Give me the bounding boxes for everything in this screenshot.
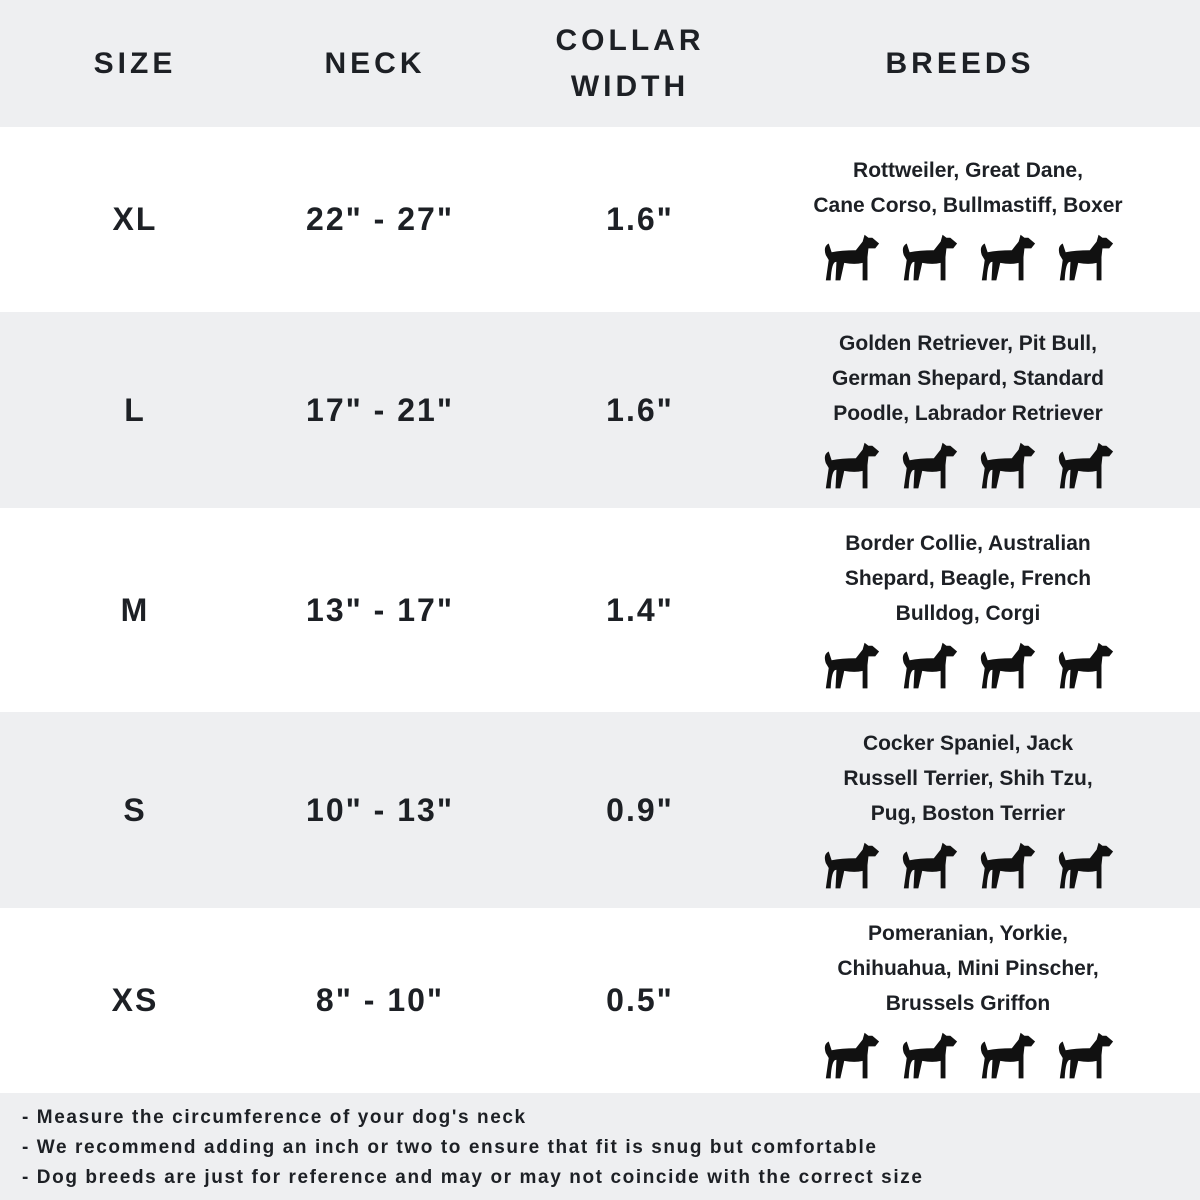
neck-value: 13" - 17" [306, 591, 454, 628]
size-value: S [123, 791, 147, 828]
neck-value: 17" - 21" [306, 391, 454, 428]
doberman-icon [976, 231, 1038, 287]
size-value: XS [111, 982, 159, 1018]
breeds-line: Cocker Spaniel, Jack [862, 731, 1074, 755]
size-value: L [124, 391, 146, 428]
poodle-icon [976, 439, 1038, 495]
breeds-line: Brussels Griffon [885, 992, 1051, 1015]
notes-section: - Measure the circumference of your dog'… [0, 1093, 1200, 1200]
breeds-cell: Cocker Spaniel, Jack Russell Terrier, Shi… [768, 726, 1168, 895]
rottweiler-icon [820, 231, 882, 287]
collar-header-line: WIDTH [570, 69, 690, 103]
pug-icon [1054, 839, 1116, 895]
breed-icons [768, 639, 1168, 695]
breeds-line: Bulldog, Corgi [895, 601, 1041, 625]
breeds-line: Border Collie, Australian [845, 531, 1091, 555]
jack-russell-icon [898, 839, 960, 895]
neck-value: 8" - 10" [315, 982, 445, 1018]
note: - We recommend adding an inch or two to … [22, 1137, 878, 1158]
breeds-line: Chihuahua, Mini Pinscher, [837, 957, 1099, 980]
beagle-icon [898, 639, 960, 695]
neck-value: 22" - 27" [306, 201, 454, 237]
breeds-line: Pomeranian, Yorkie, [868, 922, 1068, 945]
collar-width-value: 1.4" [606, 591, 674, 628]
golden-retriever-icon [820, 439, 882, 495]
labrador-icon [898, 439, 960, 495]
breeds-line: Poodle, Labrador Retriever [833, 401, 1103, 425]
german-shepherd-icon [1054, 439, 1116, 495]
corgi-icon [1054, 639, 1116, 695]
cocker-spaniel-icon [820, 839, 882, 895]
collar-width-value: 0.5" [606, 982, 674, 1018]
size-header: SIZE [93, 46, 177, 80]
collar-width-value: 1.6" [606, 201, 674, 237]
breed-icons [768, 231, 1168, 287]
breeds-cell: Pomeranian, Yorkie, Chihuahua, Mini Pinsc… [768, 916, 1168, 1085]
breeds-cell: Golden Retriever, Pit Bull, German Shepar… [768, 326, 1168, 495]
yorkie-icon [898, 1029, 960, 1085]
breeds-cell: Rottweiler, Great Dane, Cane Corso, Bullm… [768, 153, 1168, 287]
border-collie-icon [820, 639, 882, 695]
collar-header-line: COLLAR [555, 23, 705, 57]
mini-pinscher-icon [1054, 1029, 1116, 1085]
breeds-line: Rottweiler, Great Dane, [853, 158, 1083, 182]
header-row: SIZE NECK COLLAR WIDTH BREEDS [0, 0, 1200, 127]
breeds-header: BREEDS [885, 46, 1035, 80]
breed-icons [768, 1029, 1168, 1085]
size-row-xs: XS 8" - 10" 0.5" Pomeranian, Yorkie, Chih… [0, 908, 1200, 1093]
collar-width-header: COLLAR WIDTH [520, 18, 740, 110]
french-bulldog-icon [976, 639, 1038, 695]
pomeranian-icon [820, 1029, 882, 1085]
breed-icons [768, 439, 1168, 495]
breeds-line: Pug, Boston Terrier [870, 801, 1066, 825]
size-row-xl: XL 22" - 27" 1.6" Rottweiler, Great Dane… [0, 127, 1200, 312]
chihuahua-icon [976, 1029, 1038, 1085]
size-value: XL [112, 201, 158, 237]
breeds-line: Golden Retriever, Pit Bull, [839, 331, 1097, 355]
size-row-m: M 13" - 17" 1.4" Border Collie, Australi… [0, 508, 1200, 712]
size-value: M [120, 591, 150, 628]
neck-value: 10" - 13" [306, 791, 454, 828]
breed-icons [768, 839, 1168, 895]
size-row-s: S 10" - 13" 0.9" Cocker Spaniel, Jack Rus… [0, 712, 1200, 908]
size-row-l: L 17" - 21" 1.6" Golden Retriever, Pit B… [0, 312, 1200, 508]
collar-width-value: 1.6" [606, 391, 674, 428]
breeds-line: Shepard, Beagle, French [844, 566, 1092, 590]
breeds-cell: Border Collie, Australian Shepard, Beagle… [768, 526, 1168, 695]
breeds-line: German Shepard, Standard [832, 366, 1104, 390]
breeds-line: Cane Corso, Bullmastiff, Boxer [813, 193, 1123, 217]
great-dane-icon [898, 231, 960, 287]
neck-header: NECK [324, 46, 426, 80]
note: - Dog breeds are just for reference and … [22, 1167, 924, 1188]
note: - Measure the circumference of your dog'… [22, 1107, 527, 1128]
shih-tzu-icon [976, 839, 1038, 895]
breeds-line: Russell Terrier, Shih Tzu, [843, 766, 1093, 790]
bullmastiff-icon [1054, 231, 1116, 287]
collar-width-value: 0.9" [606, 791, 674, 828]
